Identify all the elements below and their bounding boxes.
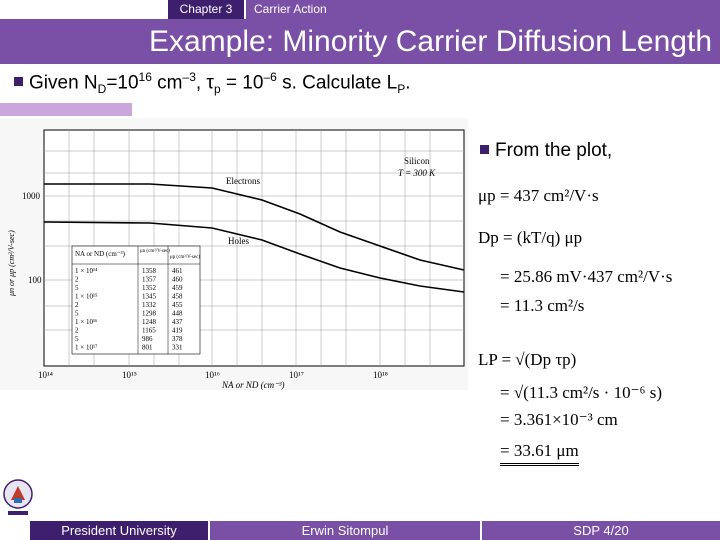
holes-label: Holes	[228, 236, 249, 246]
table-cell: 448	[172, 310, 183, 318]
mobility-table: NA or ND (cm⁻³) μn (cm²/V-sec) μp (cm²/V…	[71, 245, 201, 355]
accent-bar	[0, 103, 132, 116]
table-cell: 461	[172, 267, 183, 275]
table-cell: 5	[75, 310, 79, 318]
eq-length-1: LP = √(Dp τp)	[478, 350, 577, 369]
xtick-1: 10¹⁴	[38, 370, 53, 380]
table-cell: 5	[75, 284, 79, 292]
table-cell: 1345	[142, 293, 157, 301]
table-cell: 455	[172, 301, 183, 309]
footer-author: Erwin Sitompul	[210, 521, 480, 540]
y-axis-label: μn or μp (cm²/V-sec)	[7, 230, 16, 297]
eq-length-3: = 3.361×10⁻³ cm	[500, 410, 618, 429]
chapter-title: Carrier Action	[246, 0, 720, 19]
table-cell: 419	[172, 327, 183, 335]
table-cell: 459	[172, 284, 183, 292]
table-cell: 1357	[142, 276, 157, 284]
table-cell: 331	[172, 344, 183, 352]
table-cell: 1 × 10¹⁴	[75, 267, 98, 275]
table-head-mu-p: μp (cm²/V-sec)	[170, 254, 200, 260]
university-logo-icon	[3, 479, 33, 515]
bullet-square-icon	[480, 145, 489, 154]
eq-diffusion-2: = 25.86 mV·437 cm²/V·s	[500, 267, 673, 286]
table-cell: 1 × 10¹⁶	[75, 318, 98, 326]
table-head-concentration: NA or ND (cm⁻³)	[75, 250, 126, 258]
electron-curve	[44, 183, 465, 271]
chapter-label: Chapter 3	[168, 0, 244, 19]
legend-temperature: T = 300 K	[398, 168, 436, 178]
eq-diffusion-3: = 11.3 cm²/s	[500, 296, 585, 315]
hole-curve	[43, 221, 465, 293]
table-cell: 1248	[142, 318, 157, 326]
footer-page: SDP 4/20	[482, 521, 720, 540]
table-cell: 460	[172, 276, 183, 284]
table-cell: 1 × 10¹⁵	[75, 293, 98, 301]
xtick-3: 10¹⁶	[205, 370, 220, 380]
table-cell: 2	[75, 276, 79, 284]
x-axis-label: NA or ND (cm⁻³)	[221, 380, 285, 390]
footer-university: President University	[0, 521, 208, 540]
table-cell: 801	[142, 344, 153, 352]
table-cell: 378	[172, 335, 183, 343]
table-cell: 1352	[142, 284, 157, 292]
xtick-4: 10¹⁷	[289, 370, 304, 380]
ytick-100: 100	[28, 275, 42, 285]
from-plot-statement: From the plot,	[480, 140, 612, 162]
eq-length-2: = √(11.3 cm²/s · 10⁻⁶ s)	[500, 383, 662, 402]
table-cell: 1358	[142, 267, 157, 275]
table-cell: 1 × 10¹⁷	[75, 344, 98, 352]
eq-mobility: μp = 437 cm²/V·s	[478, 186, 599, 205]
slide-title: Example: Minority Carrier Diffusion Leng…	[0, 19, 720, 64]
table-cell: 1165	[142, 327, 156, 335]
electrons-label: Electrons	[226, 176, 260, 186]
table-cell: 1332	[142, 301, 157, 309]
xtick-2: 10¹⁵	[122, 370, 137, 380]
table-cell: 2	[75, 301, 79, 309]
table-cell: 5	[75, 335, 79, 343]
table-cell: 2	[75, 327, 79, 335]
table-head-mu-n: μn (cm²/V-sec)	[140, 248, 170, 254]
bullet-square-icon	[14, 77, 23, 87]
table-cell: 1298	[142, 310, 157, 318]
mobility-plot: Electrons Holes Silicon T = 300 K 1000 1…	[0, 118, 468, 390]
legend-material: Silicon	[404, 156, 430, 166]
table-cell: 986	[142, 335, 153, 343]
eq-length-4: = 33.61 μm	[500, 441, 579, 466]
table-cell: 437	[172, 318, 183, 326]
eq-diffusion-1: Dp = (kT/q) μp	[478, 228, 583, 247]
given-statement: Given ND=1016 cm–3, τp = 10–6 s. Calcula…	[14, 70, 411, 96]
xtick-5: 10¹⁸	[373, 370, 388, 380]
ytick-1000: 1000	[22, 191, 41, 201]
table-cell: 458	[172, 293, 183, 301]
